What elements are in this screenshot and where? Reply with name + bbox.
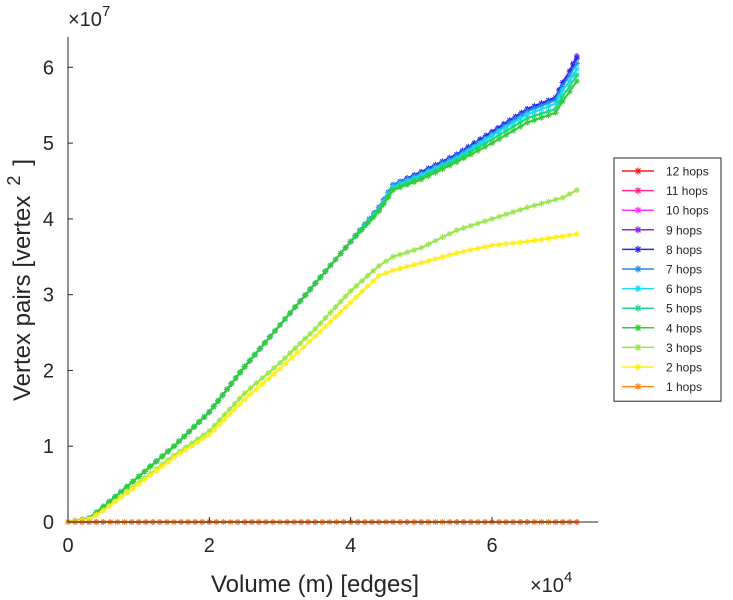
legend-item: 11 hops [622,184,708,198]
y-axis-label-superscript: 2 [4,176,24,186]
series-markers [65,65,580,525]
x-tick-label: 2 [204,535,215,557]
y-exponent-label: ×107 [68,3,110,31]
x-tick-label: 0 [62,535,73,557]
y-axis-label-group: Vertex pairs [vertex 2] [4,159,36,401]
y-exponent-power: 7 [102,3,110,20]
legend-box [613,157,722,402]
legend-item: 9 hops [622,223,702,237]
x-exponent-power: 4 [564,569,572,586]
legend-label: 11 hops [666,184,708,198]
legend-swatch-marker [634,167,642,175]
x-tick-label: 4 [345,535,356,557]
series-5-hops [65,71,580,525]
legend-label: 12 hops [666,165,709,179]
legend-swatch-marker [634,265,642,273]
legend-item: 10 hops [622,204,709,218]
x-exponent-base: ×10 [530,575,564,597]
y-axis-label: Vertex pairs [vertex 2] [4,159,36,401]
legend-item: 8 hops [622,243,702,257]
legend-item: 7 hops [622,263,702,277]
series-markers [65,71,580,525]
y-tick-label: 0 [43,512,54,534]
legend-label: 3 hops [666,341,702,355]
legend-swatch-marker [634,304,642,312]
legend-label: 1 hops [666,380,702,394]
y-tick-label: 4 [43,209,54,231]
series-line [67,74,578,523]
y-tick-label: 1 [43,436,54,458]
legend-label: 8 hops [666,243,702,257]
y-exponent-base: ×10 [68,9,102,31]
legend-swatch-marker [634,206,642,214]
axes: 0 1 2 3 4 5 6 0 2 4 6 [43,37,598,557]
y-axis-label-close: ] [9,159,36,166]
x-axis-label: Volume (m) [edges] [211,571,419,598]
y-axis-label-main: Vertex pairs [vertex [9,196,36,401]
legend-item: 4 hops [622,321,702,335]
y-tick-label: 2 [43,360,54,382]
legend-label: 9 hops [666,223,702,237]
legend: 12 hops 11 hops 10 hops 9 hops 8 hops 7 hops 6… [613,157,722,402]
legend-swatch-marker [634,187,642,195]
y-tick-label: 3 [43,285,54,307]
legend-item: 5 hops [622,302,702,316]
x-exponent-label: ×104 [530,569,572,597]
legend-swatch-marker [634,285,642,293]
legend-item: 3 hops [622,341,702,355]
y-tick-label: 5 [43,133,54,155]
legend-label: 7 hops [666,263,702,277]
legend-item: 1 hops [622,380,702,394]
series-markers [65,78,580,525]
legend-label: 5 hops [666,302,702,316]
legend-label: 2 hops [666,361,702,375]
legend-item: 2 hops [622,361,702,375]
legend-swatch-marker [634,245,642,253]
legend-item: 12 hops [622,165,709,179]
legend-label: 6 hops [666,282,702,296]
legend-swatch-marker [634,363,642,371]
legend-swatch-marker [634,324,642,332]
legend-label: 10 hops [666,204,709,218]
series-6-hops [65,65,580,525]
legend-label: 4 hops [666,321,702,335]
legend-swatch-marker [634,383,642,391]
legend-item: 6 hops [622,282,702,296]
legend-swatch-marker [634,226,642,234]
series-line [67,80,578,523]
x-tick-label: 6 [486,535,497,557]
legend-swatch-marker [634,343,642,351]
series-4-hops [65,78,580,525]
y-tick-label: 6 [43,57,54,79]
plot-area [65,52,580,525]
